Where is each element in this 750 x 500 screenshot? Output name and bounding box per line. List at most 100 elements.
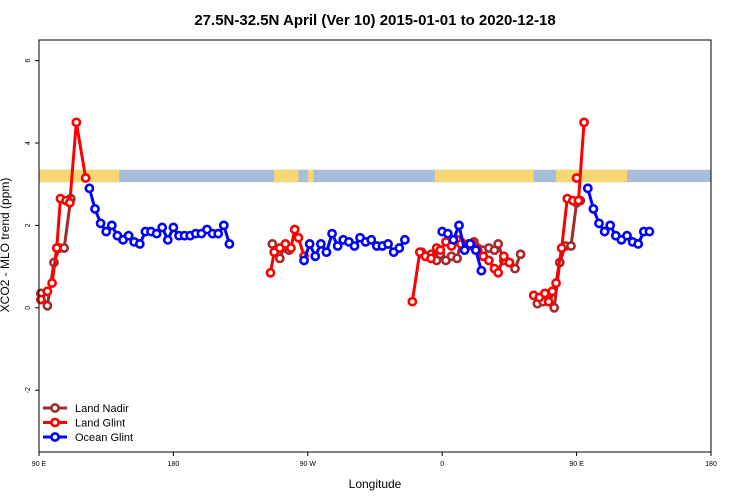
y-axis-label: XCO2 - MLO trend (ppm) bbox=[0, 178, 12, 313]
y-tick-label: 0 bbox=[25, 306, 32, 310]
data-point-ocean-glint bbox=[599, 226, 610, 237]
data-point-ocean-glint bbox=[448, 234, 459, 245]
data-point-ocean-glint bbox=[213, 228, 224, 239]
data-point-ocean-glint bbox=[123, 230, 134, 241]
data-point-ocean-glint bbox=[327, 228, 337, 239]
x-tick-label: 90 W bbox=[300, 461, 317, 468]
data-point-ocean-glint bbox=[476, 265, 487, 276]
data-point-ocean-glint bbox=[442, 228, 453, 239]
x-tick-label: 0 bbox=[440, 461, 444, 468]
y-tick-label: 2 bbox=[25, 223, 32, 227]
legend-marker bbox=[50, 417, 60, 428]
data-point-land-glint bbox=[571, 173, 582, 183]
data-point-ocean-glint bbox=[224, 239, 235, 249]
y-tick-label: 4 bbox=[25, 141, 32, 145]
data-point-ocean-glint bbox=[465, 239, 476, 249]
data-point-ocean-glint bbox=[383, 239, 393, 249]
data-point-ocean-glint bbox=[162, 234, 173, 245]
data-point-land-glint bbox=[579, 117, 589, 128]
data-point-ocean-glint bbox=[315, 239, 326, 249]
data-point-land-glint bbox=[547, 286, 558, 297]
series-ocean-glint bbox=[84, 183, 655, 276]
data-point-ocean-glint bbox=[321, 247, 332, 258]
data-point-land-glint bbox=[51, 243, 62, 253]
data-point-ocean-glint bbox=[106, 220, 117, 231]
data-point-ocean-glint bbox=[151, 228, 162, 239]
legend-marker bbox=[50, 432, 60, 442]
data-point-land-glint bbox=[543, 296, 554, 307]
data-point-ocean-glint bbox=[304, 239, 315, 249]
data-point-land-glint bbox=[286, 243, 296, 253]
series-layer bbox=[35, 117, 655, 314]
data-point-land-nadir bbox=[549, 302, 560, 313]
data-point-land-nadir bbox=[452, 253, 463, 264]
map-land-segment bbox=[434, 169, 534, 183]
data-point-ocean-glint bbox=[470, 245, 481, 256]
data-point-ocean-glint bbox=[366, 234, 377, 245]
data-point-ocean-glint bbox=[588, 204, 599, 214]
data-point-ocean-glint bbox=[332, 241, 343, 251]
data-point-land-glint bbox=[265, 267, 276, 278]
data-point-land-glint bbox=[556, 243, 567, 253]
map-land-segment bbox=[307, 169, 314, 183]
data-point-land-glint bbox=[483, 255, 494, 266]
data-point-ocean-glint bbox=[644, 226, 655, 237]
data-point-land-nadir bbox=[510, 263, 520, 274]
series-line-land-glint bbox=[39, 122, 88, 301]
data-point-land-nadir bbox=[42, 300, 53, 311]
data-point-land-nadir bbox=[493, 239, 504, 249]
map-ocean-band bbox=[39, 169, 711, 183]
map-strip bbox=[39, 169, 711, 183]
data-point-land-glint bbox=[493, 267, 504, 278]
data-point-land-glint bbox=[407, 296, 418, 307]
data-point-land-nadir bbox=[566, 241, 576, 251]
data-point-land-glint bbox=[426, 253, 436, 264]
legend-marker bbox=[50, 403, 60, 413]
data-point-ocean-glint bbox=[168, 222, 179, 233]
map-land-segment bbox=[274, 169, 299, 183]
plot-frame bbox=[38, 39, 712, 453]
data-point-ocean-glint bbox=[218, 220, 229, 231]
data-point-land-glint bbox=[551, 278, 561, 288]
data-point-ocean-glint bbox=[90, 204, 100, 214]
data-point-ocean-glint bbox=[399, 234, 410, 245]
data-point-ocean-glint bbox=[622, 230, 632, 241]
data-point-ocean-glint bbox=[582, 183, 593, 194]
data-point-land-glint bbox=[71, 117, 82, 128]
data-point-ocean-glint bbox=[101, 226, 112, 237]
legend-label: Land Nadir bbox=[75, 403, 129, 415]
data-point-land-glint bbox=[47, 278, 57, 288]
y-tick-label: 6 bbox=[25, 59, 32, 63]
data-point-land-glint bbox=[80, 173, 91, 183]
data-point-land-glint bbox=[498, 251, 509, 262]
data-point-land-glint bbox=[42, 286, 53, 297]
data-point-land-nadir bbox=[59, 243, 70, 253]
data-point-ocean-glint bbox=[134, 239, 145, 249]
data-point-land-glint bbox=[504, 257, 515, 268]
x-axis: 90 E 180 90 W 0 90 E 180 bbox=[32, 452, 717, 468]
data-point-land-glint bbox=[64, 197, 75, 208]
data-point-ocean-glint bbox=[157, 222, 168, 233]
x-tick-label: 90 E bbox=[32, 461, 47, 468]
series-land-glint bbox=[35, 117, 589, 307]
data-point-land-glint bbox=[289, 224, 300, 235]
data-point-ocean-glint bbox=[454, 220, 464, 231]
map-land-segment bbox=[556, 169, 627, 183]
chart-title: 27.5N-32.5N April (Ver 10) 2015-01-01 to… bbox=[194, 12, 555, 29]
data-point-land-glint bbox=[573, 195, 584, 206]
legend: Land Nadir Land Glint Ocean Glint bbox=[43, 403, 133, 444]
data-point-land-glint bbox=[539, 288, 550, 299]
data-point-ocean-glint bbox=[95, 218, 106, 229]
data-point-land-glint bbox=[293, 232, 304, 243]
data-point-ocean-glint bbox=[84, 183, 95, 194]
legend-label: Land Glint bbox=[75, 418, 125, 430]
y-tick-label: -2 bbox=[25, 387, 32, 393]
data-point-ocean-glint bbox=[633, 239, 644, 249]
y-axis: -2 0 2 4 6 bbox=[25, 59, 39, 393]
legend-item: Land Nadir bbox=[43, 403, 129, 415]
data-point-ocean-glint bbox=[605, 220, 616, 231]
data-point-land-glint bbox=[435, 245, 446, 256]
data-point-land-glint bbox=[35, 294, 46, 305]
legend-item: Land Glint bbox=[43, 418, 125, 430]
